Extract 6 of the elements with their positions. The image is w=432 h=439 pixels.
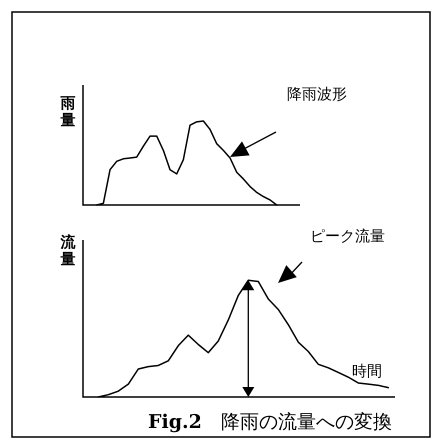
text: Fig.2 降雨の流量への変換 (148, 411, 392, 433)
y-axis-title: 流量 (60, 233, 76, 268)
y-axis-title: 雨量 (60, 94, 76, 129)
text: ピーク流量 (310, 227, 385, 245)
text: 降雨波形 (287, 85, 347, 103)
x-axis-title: 時間 (352, 362, 382, 380)
